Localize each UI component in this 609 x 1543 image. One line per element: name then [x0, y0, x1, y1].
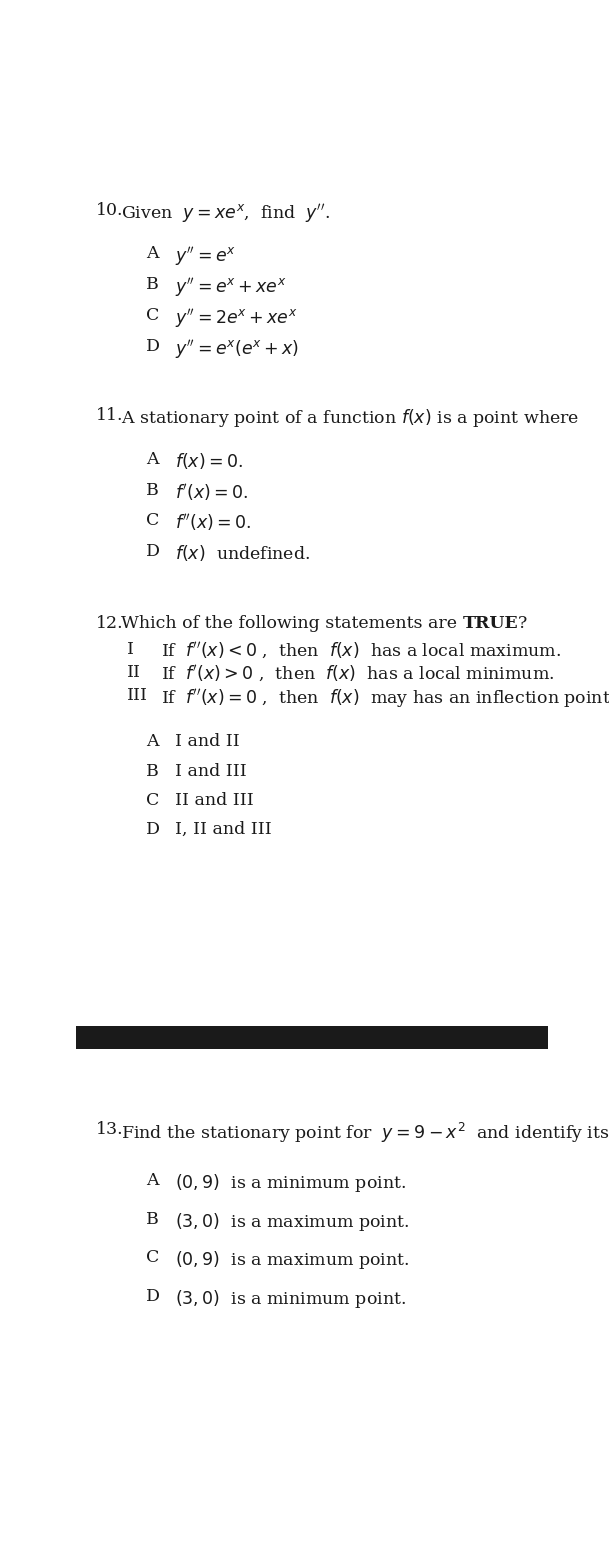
Text: I: I	[127, 640, 133, 657]
Text: A stationary point of a function $f(x)$ is a point where: A stationary point of a function $f(x)$ …	[121, 407, 579, 429]
Text: D: D	[146, 338, 160, 355]
Text: III: III	[127, 687, 147, 704]
Text: A: A	[146, 245, 158, 262]
Text: I and II: I and II	[175, 733, 240, 750]
Text: If  $f'(x) > 0$ ,  then  $f(x)$  has a local minimum.: If $f'(x) > 0$ , then $f(x)$ has a local…	[161, 663, 555, 685]
Text: C: C	[146, 307, 159, 324]
Text: B: B	[146, 481, 158, 498]
Text: $y'' = e^x(e^x + x)$: $y'' = e^x(e^x + x)$	[175, 338, 300, 361]
Text: D: D	[146, 1288, 160, 1305]
Text: A: A	[146, 733, 158, 750]
Text: I and III: I and III	[175, 762, 247, 779]
Text: D: D	[146, 543, 160, 560]
Text: D: D	[146, 821, 160, 838]
Text: 12.: 12.	[96, 614, 123, 631]
Text: $(0, 9)$  is a maximum point.: $(0, 9)$ is a maximum point.	[175, 1250, 410, 1271]
Text: C: C	[146, 792, 159, 809]
Text: $f''(x) = 0$.: $f''(x) = 0$.	[175, 512, 252, 534]
Text: ?: ?	[518, 614, 527, 631]
Text: B: B	[146, 276, 158, 293]
Text: $y'' = e^x + xe^x$: $y'' = e^x + xe^x$	[175, 276, 287, 299]
Text: $y'' = 2e^x + xe^x$: $y'' = 2e^x + xe^x$	[175, 307, 298, 330]
Text: $f'(x) = 0$.: $f'(x) = 0$.	[175, 481, 248, 503]
Text: TRUE: TRUE	[463, 614, 518, 631]
Text: 13.: 13.	[96, 1120, 123, 1137]
Text: Given  $y = xe^x$,  find  $y''$.: Given $y = xe^x$, find $y''$.	[121, 202, 330, 225]
Text: Find the stationary point for  $y = 9 - x^2$  and identify its nature.: Find the stationary point for $y = 9 - x…	[121, 1120, 609, 1145]
Text: C: C	[146, 1250, 159, 1267]
Text: 10.: 10.	[96, 202, 123, 219]
Text: 11.: 11.	[96, 407, 123, 424]
Text: $y'' = e^x$: $y'' = e^x$	[175, 245, 236, 268]
Text: II: II	[127, 663, 141, 680]
Text: A: A	[146, 1173, 158, 1190]
Text: II and III: II and III	[175, 792, 254, 809]
Text: $f(x) = 0$.: $f(x) = 0$.	[175, 451, 244, 471]
Text: Which of the following statements are: Which of the following statements are	[121, 614, 463, 631]
Text: If  $f''(x) < 0$ ,  then  $f(x)$  has a local maximum.: If $f''(x) < 0$ , then $f(x)$ has a loca…	[161, 640, 561, 662]
Text: $(3, 0)$  is a minimum point.: $(3, 0)$ is a minimum point.	[175, 1288, 406, 1310]
Text: B: B	[146, 1211, 158, 1228]
Bar	[76, 1026, 548, 1049]
Text: A: A	[146, 451, 158, 468]
Text: B: B	[146, 762, 158, 779]
Text: If  $f''(x) = 0$ ,  then  $f(x)$  may has an inflection point.: If $f''(x) = 0$ , then $f(x)$ may has an…	[161, 687, 609, 710]
Text: C: C	[146, 512, 159, 529]
Text: I, II and III: I, II and III	[175, 821, 272, 838]
Text: $(3, 0)$  is a maximum point.: $(3, 0)$ is a maximum point.	[175, 1211, 410, 1233]
Text: $(0, 9)$  is a minimum point.: $(0, 9)$ is a minimum point.	[175, 1173, 406, 1194]
Text: $f(x)$  undefined.: $f(x)$ undefined.	[175, 543, 311, 563]
